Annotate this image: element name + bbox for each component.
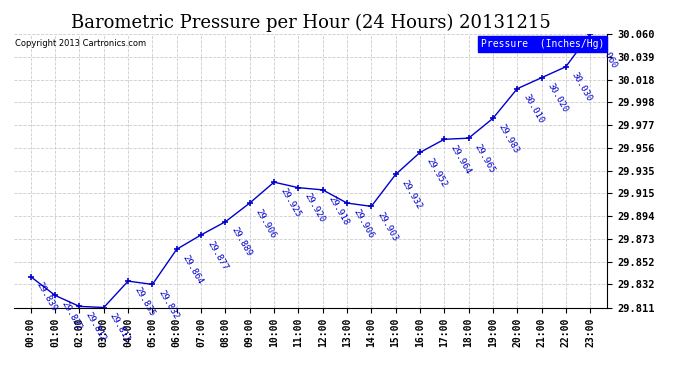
Text: 29.964: 29.964	[448, 144, 473, 176]
Text: Pressure  (Inches/Hg): Pressure (Inches/Hg)	[481, 39, 604, 49]
Text: 29.952: 29.952	[424, 157, 448, 189]
Text: 29.906: 29.906	[351, 207, 375, 240]
Text: 29.925: 29.925	[278, 186, 302, 219]
Text: 29.903: 29.903	[375, 210, 400, 243]
Text: 29.920: 29.920	[302, 192, 326, 224]
Text: 29.822: 29.822	[59, 300, 83, 332]
Text: 29.864: 29.864	[181, 254, 205, 286]
Text: 29.918: 29.918	[327, 194, 351, 226]
Text: 29.832: 29.832	[157, 289, 181, 321]
Text: 30.020: 30.020	[546, 82, 570, 114]
Text: 29.877: 29.877	[205, 239, 229, 272]
Text: 30.030: 30.030	[570, 71, 594, 104]
Text: 30.060: 30.060	[594, 38, 618, 70]
Text: 29.812: 29.812	[83, 310, 108, 343]
Text: 29.965: 29.965	[473, 142, 497, 175]
Text: 29.811: 29.811	[108, 312, 132, 344]
Text: 29.932: 29.932	[400, 178, 424, 211]
Text: Copyright 2013 Cartronics.com: Copyright 2013 Cartronics.com	[15, 39, 146, 48]
Text: 29.983: 29.983	[497, 123, 521, 155]
Text: 29.889: 29.889	[230, 226, 253, 258]
Text: 29.906: 29.906	[254, 207, 278, 240]
Text: 29.839: 29.839	[35, 281, 59, 314]
Text: 29.835: 29.835	[132, 285, 156, 318]
Title: Barometric Pressure per Hour (24 Hours) 20131215: Barometric Pressure per Hour (24 Hours) …	[70, 14, 551, 32]
Text: 30.010: 30.010	[522, 93, 545, 125]
